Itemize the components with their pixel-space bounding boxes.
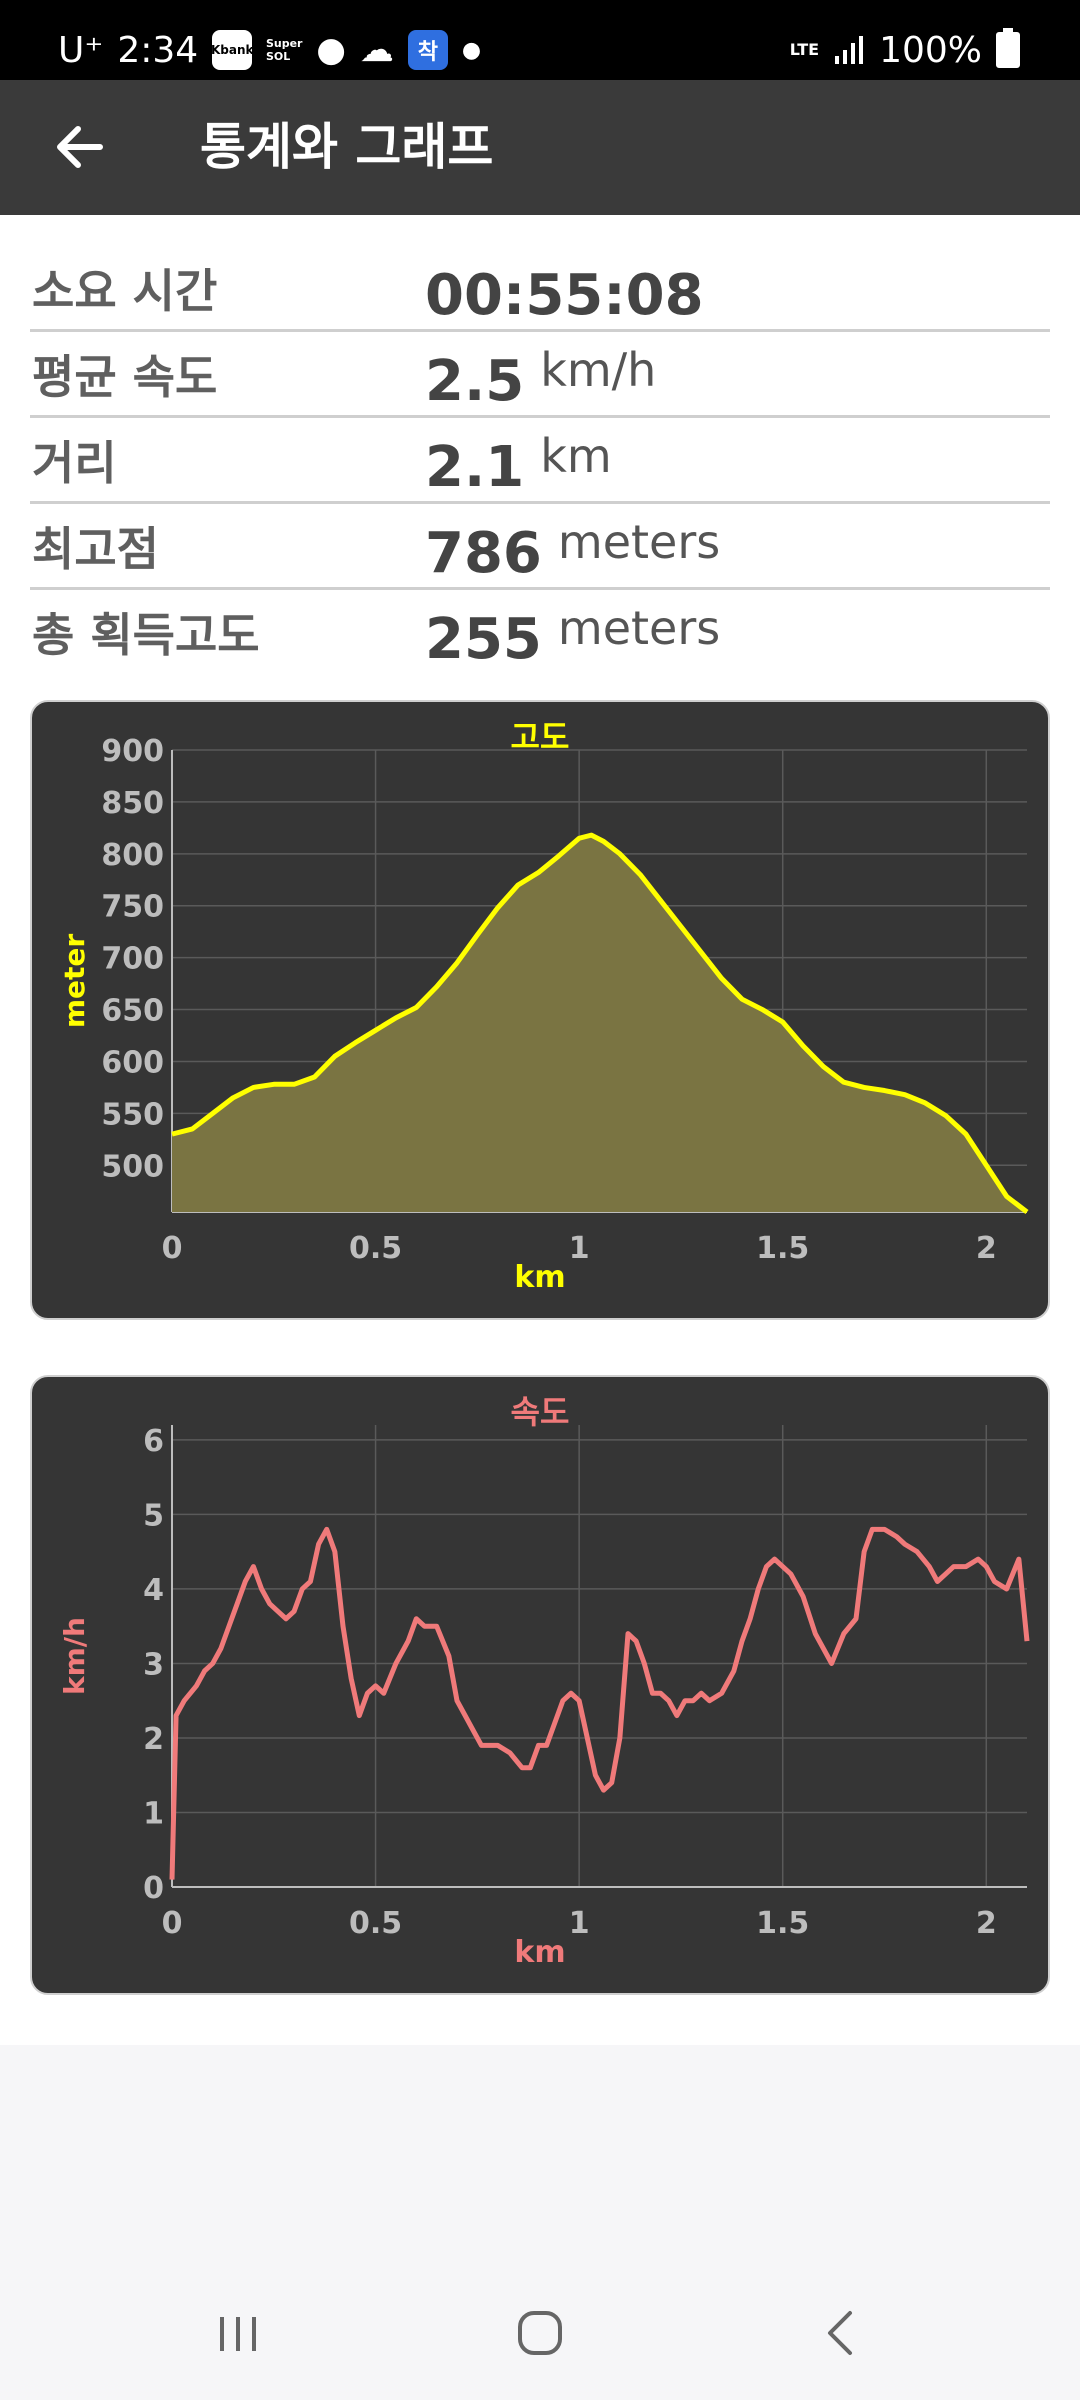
status-time: 2:34 xyxy=(117,29,199,71)
app-bar: 통계와 그래프 xyxy=(0,80,1080,215)
stat-number: 2.5 xyxy=(425,349,525,414)
speed-chart: 0 1 2 3 4 5 6 0 0.5 1 1.5 2 속도 km km/h xyxy=(58,1393,1030,1970)
y-axis-label: km/h xyxy=(58,1617,91,1695)
stat-number: 00:55:08 xyxy=(425,263,704,328)
series-line xyxy=(169,1526,1030,1880)
x-axis-label: km xyxy=(514,1260,565,1295)
y-tick-label: 750 xyxy=(101,890,164,925)
y-tick-label: 650 xyxy=(101,994,164,1029)
y-tick-label: 4 xyxy=(143,1573,164,1608)
battery-icon xyxy=(996,28,1020,68)
system-nav-bar xyxy=(0,2265,1080,2400)
x-tick-label: 0 xyxy=(162,1231,183,1266)
stat-value: 00:55:08 xyxy=(425,263,720,328)
page-title: 통계와 그래프 xyxy=(200,118,494,176)
y-tick-label: 600 xyxy=(101,1045,164,1080)
y-tick-label: 800 xyxy=(101,838,164,873)
chart-title: 속도 xyxy=(511,1393,570,1431)
stat-row-distance: 거리 2.1 km xyxy=(30,417,1050,504)
app-notification-icon: 착 xyxy=(407,30,448,70)
series-line xyxy=(171,832,1029,1214)
stat-value: 2.1 km xyxy=(425,429,612,500)
lte-icon: LTE xyxy=(789,40,820,59)
x-tick-label: 1.5 xyxy=(756,1231,809,1266)
stat-unit: km xyxy=(540,429,612,483)
stat-value: 786 meters xyxy=(425,515,720,586)
stat-label: 최고점 xyxy=(32,522,159,576)
cloud-notification-icon: ☁ xyxy=(359,30,394,70)
x-axis-label: km xyxy=(514,1935,565,1970)
chart-title: 고도 xyxy=(511,718,570,756)
y-tick-label: 6 xyxy=(143,1424,164,1459)
status-bar: U⁺ 2:34 Kbank Super SOL ● ☁ 착 ● LTE 100% xyxy=(0,0,1080,80)
stat-number: 255 xyxy=(425,607,542,672)
back-button[interactable] xyxy=(40,107,120,187)
stat-unit: meters xyxy=(557,601,721,655)
stat-value: 255 meters xyxy=(425,601,720,672)
chat-bubble-notification-icon: ● xyxy=(316,30,346,70)
y-tick-label: 0 xyxy=(143,1871,164,1906)
y-tick-label: 1 xyxy=(143,1796,164,1831)
elevation-chart: 500 550 600 650 700 750 800 850 900 0 0.5 1 1.5 2 고도 km… xyxy=(58,718,1029,1295)
super-sol-notification-icon: Super SOL xyxy=(266,30,302,70)
content-area: 소요 시간 00:55:08 평균 속도 2.5 km/h 거리 2.1 km … xyxy=(0,215,1080,2045)
recent-apps-button[interactable] xyxy=(178,2285,298,2380)
speed-chart-card: 0 1 2 3 4 5 6 0 0.5 1 1.5 2 속도 km km/h xyxy=(30,1375,1050,1995)
x-tick-label: 0.5 xyxy=(349,1231,402,1266)
y-tick-label: 3 xyxy=(143,1647,164,1682)
x-tick-label: 0 xyxy=(162,1906,183,1941)
y-tick-label: 2 xyxy=(143,1722,164,1757)
stat-unit: km/h xyxy=(540,343,657,397)
x-tick-label: 2 xyxy=(976,1906,997,1941)
more-notifications-icon: ● xyxy=(461,37,482,63)
y-axis-label: meter xyxy=(58,934,91,1029)
x-tick-label: 1.5 xyxy=(756,1906,809,1941)
stat-value: 2.5 km/h xyxy=(425,343,656,414)
y-tick-label: 900 xyxy=(101,734,164,769)
stat-label: 소요 시간 xyxy=(32,264,218,318)
stat-number: 2.1 xyxy=(425,435,525,500)
y-tick-label: 500 xyxy=(101,1149,164,1184)
kbank-notification-icon: Kbank xyxy=(211,30,253,70)
recent-apps-icon xyxy=(220,2316,256,2351)
y-tick-label: 5 xyxy=(143,1498,164,1533)
stat-row-total-ascent: 총 획득고도 255 meters xyxy=(30,589,1050,673)
home-icon xyxy=(518,2310,562,2355)
x-tick-label: 2 xyxy=(976,1231,997,1266)
x-tick-label: 1 xyxy=(569,1231,590,1266)
status-right: LTE 100% xyxy=(790,0,1020,100)
y-tick-label: 700 xyxy=(101,942,164,977)
stat-number: 786 xyxy=(425,521,542,586)
battery-percent: 100% xyxy=(879,29,982,71)
x-tick-label: 0.5 xyxy=(349,1906,402,1941)
elevation-chart-card: 500 550 600 650 700 750 800 850 900 0 0.5 1 1.5 2 고도 km… xyxy=(30,700,1050,1320)
stat-row-highest-point: 최고점 786 meters xyxy=(30,503,1050,590)
stat-label: 거리 xyxy=(32,436,117,490)
arrow-left-icon xyxy=(57,126,103,168)
stat-unit: meters xyxy=(557,515,721,569)
status-left: U⁺ 2:34 Kbank Super SOL ● ☁ 착 ● xyxy=(58,0,481,100)
stat-row-avg-speed: 평균 속도 2.5 km/h xyxy=(30,331,1050,418)
chevron-left-icon xyxy=(828,2310,852,2355)
y-tick-label: 850 xyxy=(101,786,164,821)
carrier-label: U⁺ xyxy=(58,29,104,71)
area-fill xyxy=(172,835,1027,1212)
stat-label: 총 획득고도 xyxy=(32,608,260,662)
signal-icon xyxy=(835,36,864,64)
stat-row-duration: 소요 시간 00:55:08 xyxy=(30,245,1050,332)
y-tick-label: 550 xyxy=(101,1097,164,1132)
nav-back-button[interactable] xyxy=(782,2285,902,2380)
home-button[interactable] xyxy=(480,2285,600,2380)
x-tick-label: 1 xyxy=(569,1906,590,1941)
stat-label: 평균 속도 xyxy=(32,350,218,404)
